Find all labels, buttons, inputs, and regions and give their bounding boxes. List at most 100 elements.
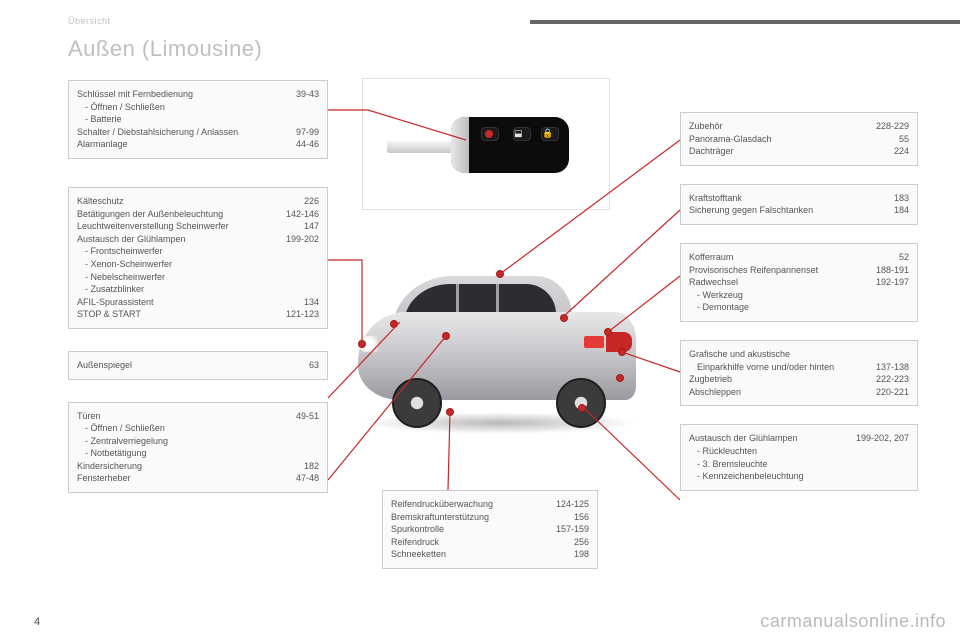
list-item: Zentralverriegelung — [77, 435, 319, 448]
box-doors: Türen49-51 Öffnen / Schließen Zentralver… — [68, 402, 328, 494]
wheel-icon — [556, 378, 606, 428]
label: Zubehör — [689, 120, 723, 133]
label: Reifendrucküberwachung — [391, 498, 493, 511]
label: Reifendruck — [391, 536, 439, 549]
pages: 220-221 — [876, 386, 909, 399]
list-item: Notbetätigung — [77, 447, 319, 460]
box-parking: Grafische und akustische Einparkhilfe vo… — [680, 340, 918, 406]
callout-dot-icon — [618, 348, 626, 356]
list-item: Frontscheinwerfer — [77, 245, 319, 258]
list-item: Batterie — [77, 113, 319, 126]
pages: 156 — [574, 511, 589, 524]
label: Zugbetrieb — [689, 373, 732, 386]
callout-dot-icon — [358, 340, 366, 348]
box-bulbs: Austausch der Glühlampen 199-202, 207 Rüc… — [680, 424, 918, 490]
label: Fensterheber — [77, 472, 131, 485]
key-chrome-icon — [451, 117, 469, 173]
pages: 39-43 — [296, 88, 319, 101]
label: AFIL-Spurassistent — [77, 296, 154, 309]
pages: 124-125 — [556, 498, 589, 511]
list-item: Werkzeug — [689, 289, 909, 302]
key-blade-icon — [387, 141, 453, 153]
callout-dot-icon — [578, 404, 586, 412]
pages: 199-202, 207 — [856, 432, 909, 445]
callout-dot-icon — [616, 374, 624, 382]
label: Kofferraum — [689, 251, 733, 264]
pages: 198 — [574, 548, 589, 561]
label: Schneeketten — [391, 548, 446, 561]
label: Bremskraftunterstützung — [391, 511, 489, 524]
page-title: Außen (Limousine) — [68, 36, 262, 62]
breadcrumb: Übersicht — [68, 16, 111, 26]
label: STOP & START — [77, 308, 141, 321]
pages: 52 — [899, 251, 909, 264]
label: Einparkhilfe vorne und/oder hinten — [689, 361, 834, 374]
pages: 121-123 — [286, 308, 319, 321]
callout-dot-icon — [390, 320, 398, 328]
pages: 55 — [899, 133, 909, 146]
pages: 228-229 — [876, 120, 909, 133]
trunk-icon: ⬓ — [514, 128, 523, 139]
label: Provisorisches Reifenpannenset — [689, 264, 818, 277]
label: Sicherung gegen Falschtanken — [689, 204, 813, 217]
callout-dot-icon — [604, 328, 612, 336]
box-fuel: Kraftstofftank 183 Sicherung gegen Falsch… — [680, 184, 918, 225]
label: Kraftstofftank — [689, 192, 742, 205]
label: Türen — [77, 410, 101, 423]
label: Schalter / Diebstahlsicherung / Anlassen — [77, 126, 238, 139]
list-item: Öffnen / Schließen — [77, 422, 319, 435]
list-item: Kennzeichenbeleuchtung — [689, 470, 909, 483]
label: Kindersicherung — [77, 460, 142, 473]
label: Außenspiegel — [77, 359, 132, 372]
box-lights: Kälteschutz226 Betätigungen der Außenbel… — [68, 187, 328, 329]
taillight-icon — [584, 336, 604, 348]
pages: 147 — [304, 220, 319, 233]
label: Abschleppen — [689, 386, 741, 399]
pages: 184 — [894, 204, 909, 217]
label: Panorama-Glasdach — [689, 133, 772, 146]
pages: 97-99 — [296, 126, 319, 139]
list-item: Öffnen / Schließen — [77, 101, 319, 114]
label: Austausch der Glühlampen — [689, 432, 798, 445]
lock-icon: 🔒 — [542, 128, 553, 139]
label: Grafische und akustische — [689, 348, 909, 361]
watermark: carmanualsonline.info — [760, 611, 946, 632]
label: Alarmanlage — [77, 138, 128, 151]
pages: 182 — [304, 460, 319, 473]
callout-dot-icon — [442, 332, 450, 340]
callout-dot-icon — [560, 314, 568, 322]
callout-dot-icon — [446, 408, 454, 416]
car-illustration — [346, 236, 652, 454]
label: Dachträger — [689, 145, 734, 158]
label: Schlüssel mit Fernbedienung — [77, 88, 193, 101]
pages: 142-146 — [286, 208, 319, 221]
pages: 134 — [304, 296, 319, 309]
pages: 188-191 — [876, 264, 909, 277]
key-illustration: ⬓ 🔒 — [362, 78, 610, 210]
pages: 183 — [894, 192, 909, 205]
pages: 63 — [309, 359, 319, 372]
box-boot: Kofferraum 52 Provisorisches Reifenpannen… — [680, 243, 918, 322]
box-keys: Schlüssel mit Fernbedienung 39-43 Öffnen … — [68, 80, 328, 159]
box-accessories: Zubehör 228-229 Panorama-Glasdach 55 Dacht… — [680, 112, 918, 166]
pages: 44-46 — [296, 138, 319, 151]
right-column: Zubehör 228-229 Panorama-Glasdach 55 Dacht… — [680, 112, 918, 501]
label: Betätigungen der Außenbeleuchtung — [77, 208, 223, 221]
pages: 256 — [574, 536, 589, 549]
pages: 192-197 — [876, 276, 909, 289]
list-item: Xenon-Scheinwerfer — [77, 258, 319, 271]
pages: 137-138 — [876, 361, 909, 374]
label: Austausch der Glühlampen — [77, 233, 186, 246]
pages: 224 — [894, 145, 909, 158]
list-item: Demontage — [689, 301, 909, 314]
box-mirror: Außenspiegel 63 — [68, 351, 328, 380]
list-item: 3. Bremsleuchte — [689, 458, 909, 471]
label: Radwechsel — [689, 276, 738, 289]
box-tyres: Reifendrucküberwachung 124-125 Bremskraft… — [382, 490, 598, 569]
wheel-icon — [392, 378, 442, 428]
red-dot-icon — [485, 130, 493, 138]
pages: 47-48 — [296, 472, 319, 485]
label: Leuchtweitenverstellung Scheinwerfer — [77, 220, 229, 233]
list-item: Zusatzblinker — [77, 283, 319, 296]
list-item: Rückleuchten — [689, 445, 909, 458]
